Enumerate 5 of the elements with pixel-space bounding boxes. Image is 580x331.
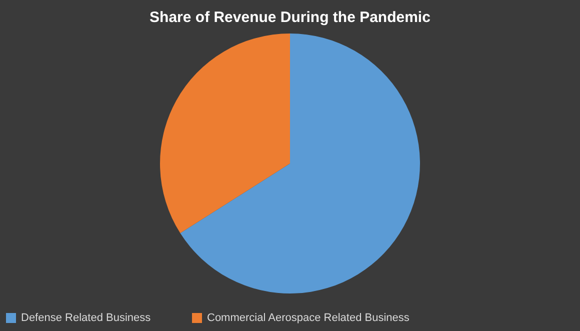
chart-title: Share of Revenue During the Pandemic — [150, 9, 430, 26]
pie-slice — [180, 34, 420, 294]
legend-label: Commercial Aerospace Related Business — [207, 312, 410, 324]
legend-label: Defense Related Business — [21, 312, 152, 324]
pie-slice — [160, 34, 290, 234]
